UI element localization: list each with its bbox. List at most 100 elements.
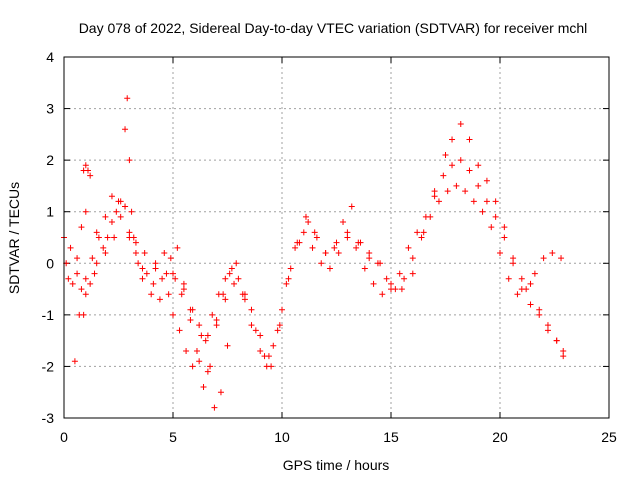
data-point — [270, 342, 277, 349]
data-point — [414, 229, 421, 236]
data-point — [159, 275, 166, 282]
data-point — [187, 317, 194, 324]
data-point — [213, 322, 220, 329]
data-point — [501, 224, 508, 231]
data-point — [220, 291, 227, 298]
data-point — [248, 322, 255, 329]
data-point — [143, 270, 150, 277]
data-point — [505, 275, 512, 282]
data-point — [82, 162, 89, 169]
data-point — [161, 249, 168, 256]
data-point — [392, 286, 399, 293]
data-point — [100, 244, 107, 251]
data-point — [488, 224, 495, 231]
data-point — [462, 188, 469, 195]
data-point — [322, 249, 329, 256]
data-point — [139, 265, 146, 272]
data-point — [196, 322, 203, 329]
y-tick-label: 1 — [46, 204, 54, 220]
data-point — [124, 95, 131, 102]
data-point — [252, 327, 259, 334]
data-point — [353, 244, 360, 251]
data-point — [235, 275, 242, 282]
x-axis-label: GPS time / hours — [283, 457, 390, 473]
data-point — [475, 182, 482, 189]
data-point — [357, 239, 364, 246]
plot-frame — [63, 56, 610, 419]
data-point — [126, 229, 133, 236]
data-point — [78, 224, 85, 231]
data-point — [309, 244, 316, 251]
data-point — [128, 208, 135, 215]
data-point — [204, 332, 211, 339]
data-point — [222, 275, 229, 282]
y-tick-label: -1 — [42, 307, 55, 323]
data-point — [135, 260, 142, 267]
data-point — [226, 270, 233, 277]
data-point — [420, 229, 427, 236]
data-point — [514, 291, 521, 298]
data-point — [466, 167, 473, 174]
data-point — [117, 198, 124, 205]
data-point — [497, 249, 503, 256]
data-point — [200, 384, 207, 391]
data-point — [523, 286, 530, 293]
x-tick-label: 10 — [274, 429, 290, 445]
data-point — [331, 244, 338, 251]
data-point — [313, 234, 320, 241]
data-point — [348, 203, 355, 210]
data-point — [108, 219, 115, 226]
data-point — [401, 275, 408, 282]
y-tick-label: -3 — [42, 410, 55, 426]
data-point — [540, 255, 547, 262]
data-point — [82, 275, 89, 282]
data-point — [74, 255, 81, 262]
data-point — [302, 213, 309, 220]
data-point — [279, 306, 285, 313]
data-point — [174, 244, 181, 251]
data-point — [442, 151, 449, 158]
data-point — [71, 358, 78, 365]
data-point — [170, 270, 176, 277]
data-point — [340, 219, 347, 226]
data-point — [163, 270, 170, 277]
data-point — [398, 286, 405, 293]
data-point — [333, 239, 340, 246]
data-point — [444, 188, 451, 195]
data-point — [91, 270, 98, 277]
data-point — [180, 286, 187, 293]
data-point — [80, 311, 87, 318]
data-point — [536, 311, 543, 318]
data-point — [139, 275, 146, 282]
data-point — [457, 121, 464, 128]
data-point — [82, 208, 89, 215]
data-point — [531, 270, 538, 277]
data-point — [344, 229, 351, 236]
data-point — [176, 327, 183, 334]
data-point — [93, 260, 100, 267]
data-point — [132, 239, 139, 246]
data-point — [241, 291, 248, 298]
data-point — [449, 136, 456, 143]
data-point — [370, 280, 377, 287]
data-point — [268, 363, 275, 370]
data-point — [126, 157, 133, 164]
data-point — [294, 239, 301, 246]
data-point — [409, 270, 416, 277]
data-point — [361, 265, 368, 272]
data-point — [152, 260, 159, 267]
data-point — [104, 234, 111, 241]
data-point — [217, 389, 224, 396]
data-point — [457, 157, 464, 164]
data-point — [148, 291, 155, 298]
data-point — [409, 255, 416, 262]
data-point — [553, 337, 560, 344]
data-point — [366, 255, 373, 262]
data-point — [228, 265, 235, 272]
data-point — [141, 249, 148, 256]
data-point — [74, 270, 81, 277]
data-point — [558, 255, 565, 262]
data-point — [274, 327, 281, 334]
data-point — [224, 342, 231, 349]
data-point — [544, 327, 551, 334]
